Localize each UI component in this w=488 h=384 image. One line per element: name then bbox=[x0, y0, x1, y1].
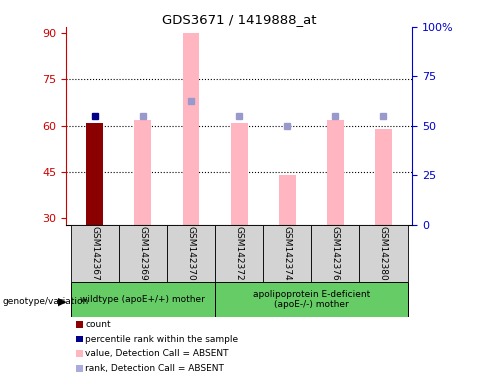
Text: GSM142370: GSM142370 bbox=[186, 227, 196, 281]
Bar bbox=[71, 282, 215, 317]
Bar bbox=[215, 225, 263, 282]
Bar bbox=[71, 225, 119, 282]
Text: percentile rank within the sample: percentile rank within the sample bbox=[85, 334, 239, 344]
Text: count: count bbox=[85, 320, 111, 329]
Bar bbox=[279, 175, 296, 225]
Bar bbox=[360, 225, 407, 282]
Bar bbox=[135, 119, 151, 225]
Bar bbox=[183, 33, 200, 225]
Bar bbox=[327, 119, 344, 225]
Bar bbox=[77, 350, 82, 357]
Text: GSM142372: GSM142372 bbox=[235, 227, 244, 281]
Bar bbox=[167, 225, 215, 282]
Text: rank, Detection Call = ABSENT: rank, Detection Call = ABSENT bbox=[85, 364, 224, 373]
Text: GSM142369: GSM142369 bbox=[139, 227, 147, 281]
Text: GSM142367: GSM142367 bbox=[90, 227, 99, 281]
Bar bbox=[215, 282, 407, 317]
Text: ▶: ▶ bbox=[58, 296, 66, 306]
Bar bbox=[231, 122, 247, 225]
Bar bbox=[311, 225, 360, 282]
Bar bbox=[77, 336, 82, 343]
Bar bbox=[86, 122, 103, 225]
Text: GDS3671 / 1419888_at: GDS3671 / 1419888_at bbox=[162, 13, 316, 26]
Text: genotype/variation: genotype/variation bbox=[2, 297, 89, 306]
Text: GSM142374: GSM142374 bbox=[283, 227, 292, 281]
Text: GSM142376: GSM142376 bbox=[331, 227, 340, 281]
Text: value, Detection Call = ABSENT: value, Detection Call = ABSENT bbox=[85, 349, 229, 358]
Bar bbox=[77, 321, 82, 328]
Text: apolipoprotein E-deficient
(apoE-/-) mother: apolipoprotein E-deficient (apoE-/-) mot… bbox=[253, 290, 370, 309]
Text: wildtype (apoE+/+) mother: wildtype (apoE+/+) mother bbox=[81, 295, 205, 304]
Bar bbox=[263, 225, 311, 282]
Bar bbox=[119, 225, 167, 282]
Bar bbox=[375, 129, 392, 225]
Text: GSM142380: GSM142380 bbox=[379, 227, 388, 281]
Bar bbox=[77, 365, 82, 372]
